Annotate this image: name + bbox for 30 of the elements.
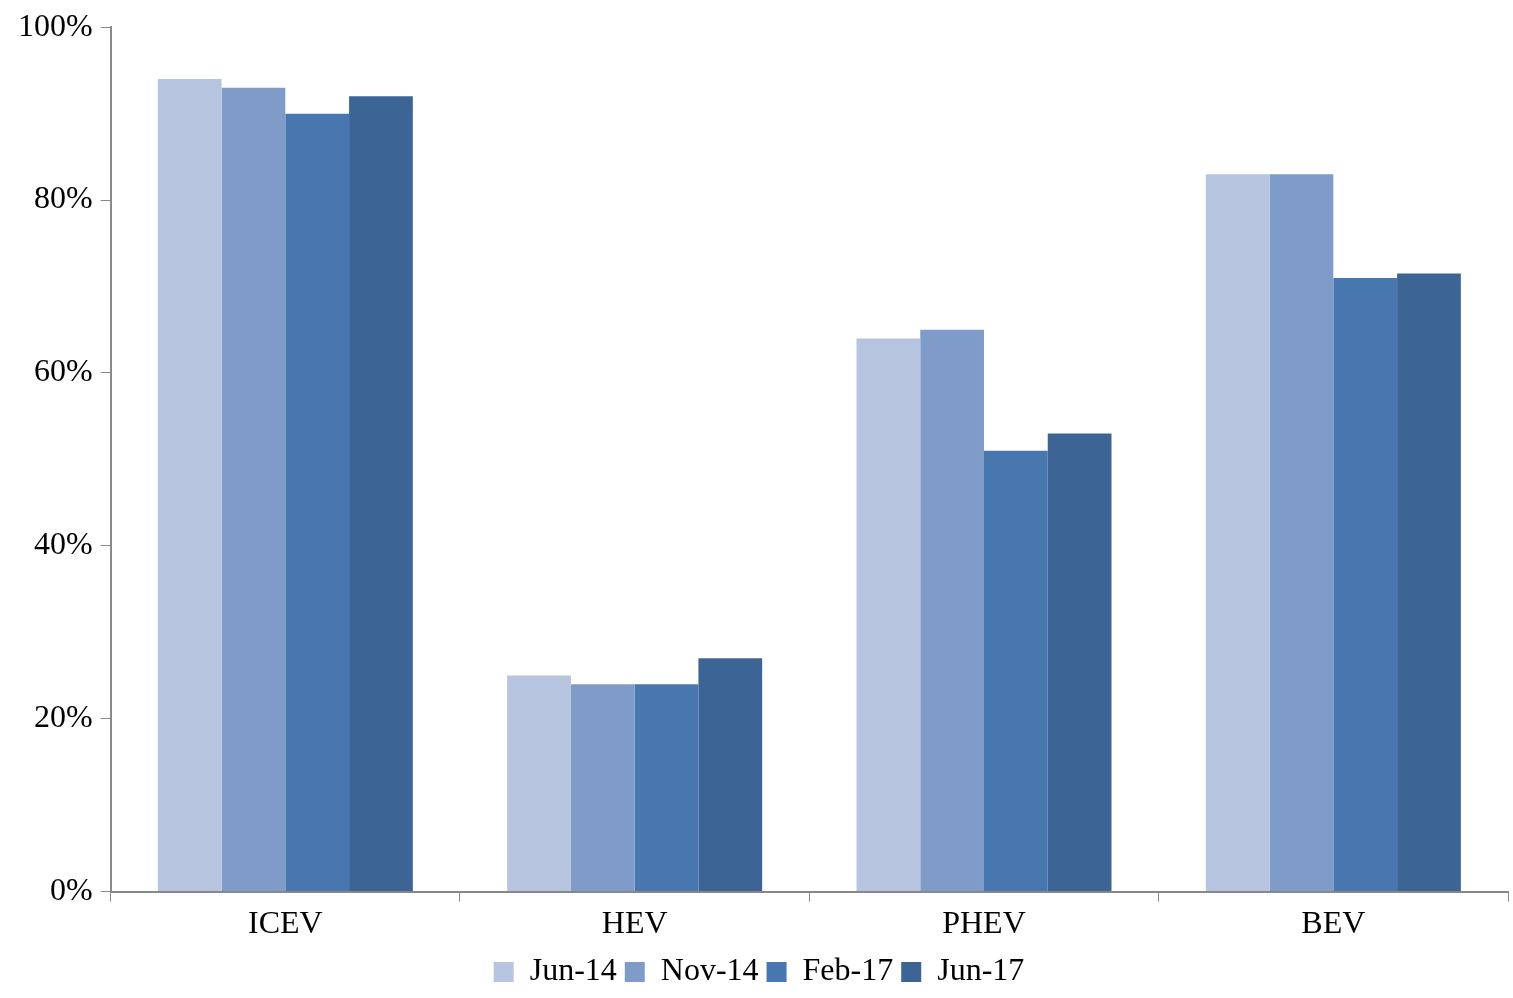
bar: [1205, 174, 1270, 892]
legend-label: Jun-14: [529, 951, 617, 988]
bar: [920, 329, 984, 892]
x-tick-label: BEV: [1301, 904, 1366, 941]
y-tick-label: 20%: [34, 698, 93, 735]
bar: [285, 113, 350, 892]
y-tick-label: 100%: [18, 6, 93, 43]
bar: [698, 658, 763, 892]
bar: [1269, 174, 1334, 892]
x-tick-label: ICEV: [248, 904, 323, 941]
y-tick-label: 0%: [50, 871, 93, 908]
legend-label: Nov-14: [660, 951, 759, 988]
legend-label: Jun-17: [937, 951, 1025, 988]
bar: [507, 675, 571, 892]
bar: [349, 96, 413, 892]
x-tick-label: HEV: [601, 904, 668, 941]
y-tick-label: 40%: [34, 525, 93, 562]
bar: [221, 87, 286, 892]
bar: [1397, 273, 1461, 892]
bar: [984, 450, 1048, 892]
legend-label: Feb-17: [802, 951, 894, 988]
x-tick-label: PHEV: [942, 904, 1026, 941]
y-tick-label: 80%: [34, 179, 93, 216]
bar: [1333, 277, 1398, 892]
y-tick-label: 60%: [34, 352, 93, 389]
bar: [570, 684, 635, 892]
bar: [634, 684, 699, 892]
bar: [856, 338, 921, 892]
bar: [157, 79, 222, 892]
bar: [1047, 433, 1112, 892]
